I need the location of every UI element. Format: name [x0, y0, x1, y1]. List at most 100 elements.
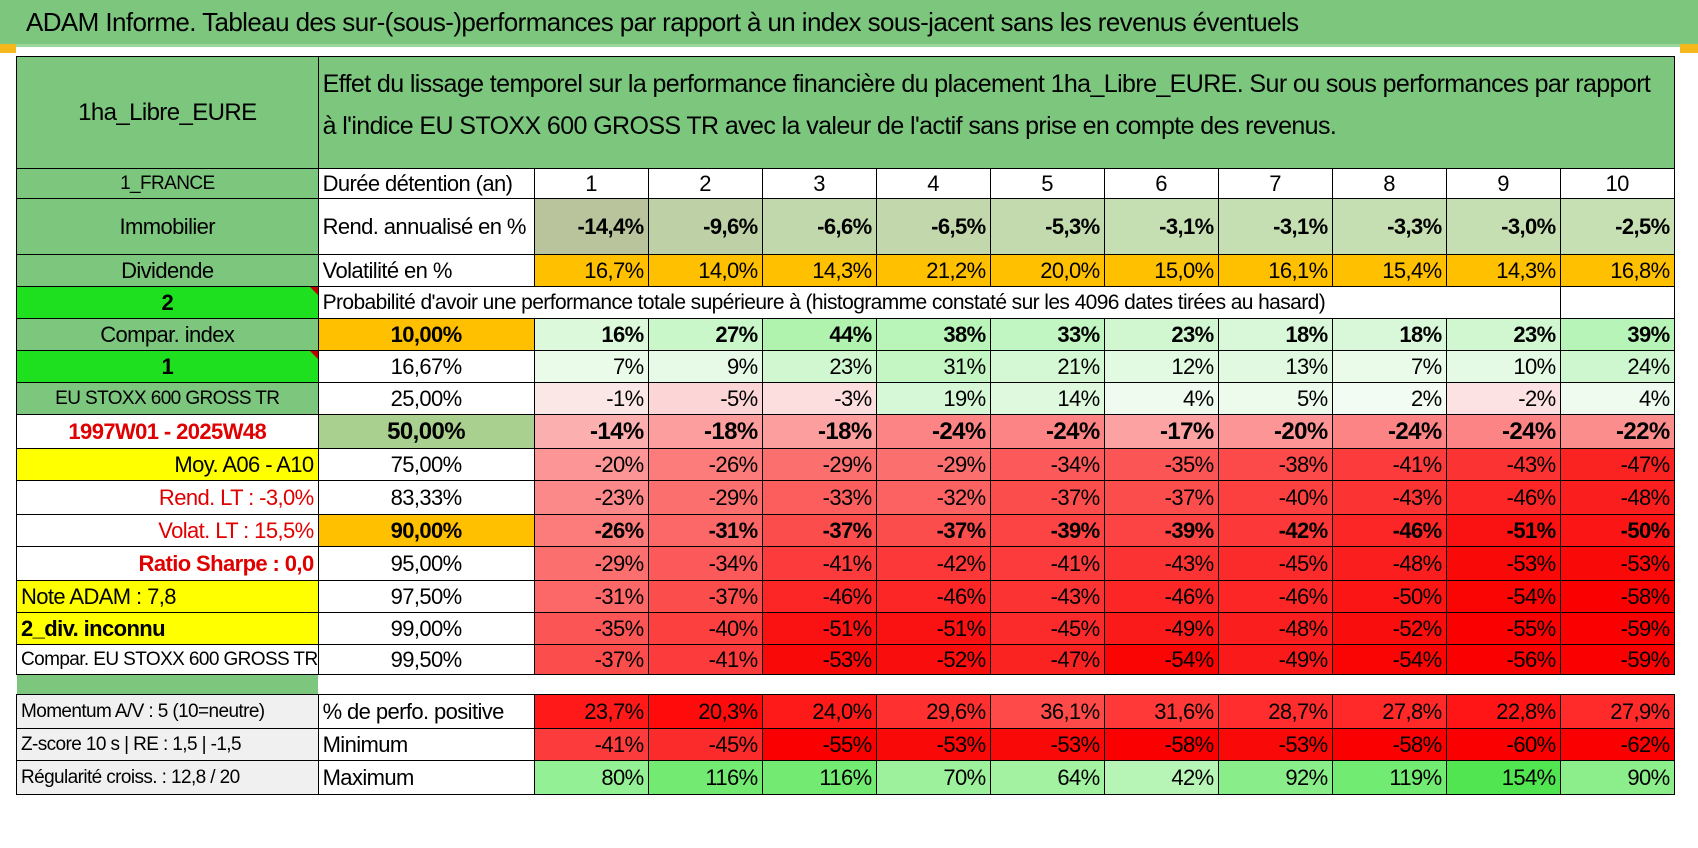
year-header-cell: 3 [761, 168, 877, 199]
rend-value-cell: -3,3% [1331, 198, 1447, 255]
probability-header-cell: Probabilité d'avoir une performance tota… [317, 286, 1447, 319]
volatility-value-cell: 16,7% [533, 254, 649, 287]
probability-value-cell: -55% [1445, 612, 1561, 645]
rend-value-cell: -3,1% [1103, 198, 1219, 255]
threshold-cell: 16,67% [317, 350, 535, 383]
probability-value-cell: -26% [647, 448, 763, 481]
max-value-cell: 154% [1445, 760, 1561, 795]
pos-value-cell: 24,0% [761, 694, 877, 729]
probability-value-cell: -53% [1559, 546, 1675, 581]
probability-value-cell: -40% [1217, 480, 1333, 515]
probability-value-cell: 7% [533, 350, 649, 383]
year-header-cell: 9 [1445, 168, 1561, 199]
selector-2-cell[interactable]: 2 [16, 286, 319, 319]
spacer-row [16, 674, 1675, 695]
threshold-cell: 10,00% [317, 318, 535, 351]
probability-row: Rend. LT : -3,0% 83,33% -23% -29% -33% -32% -3… [16, 480, 1675, 515]
probability-value-cell: -38% [1217, 448, 1333, 481]
probability-value-cell: 44% [761, 318, 877, 351]
probability-value-cell: -40% [647, 612, 763, 645]
probability-value-cell: -51% [761, 612, 877, 645]
momentum-cell: Momentum A/V : 5 (10=neutre) [16, 694, 319, 729]
min-value-cell: -58% [1331, 728, 1447, 761]
min-value-cell: -55% [761, 728, 877, 761]
probability-value-cell: 24% [1559, 350, 1675, 383]
probability-value-cell: -18% [647, 414, 763, 449]
probability-value-cell: -54% [1445, 580, 1561, 613]
min-value-cell: -53% [1217, 728, 1333, 761]
probability-value-cell: -1% [533, 382, 649, 415]
probability-value-cell: -37% [533, 644, 649, 675]
probability-value-cell: -49% [1217, 644, 1333, 675]
probability-value-cell: 13% [1217, 350, 1333, 383]
probability-value-cell: -24% [1331, 414, 1447, 449]
probability-value-cell: -45% [989, 612, 1105, 645]
probability-value-cell: -29% [533, 546, 649, 581]
probability-row: Moy. A06 - A10 75,00% -20% -26% -29% -29% -34%… [16, 448, 1675, 481]
probability-value-cell: -37% [875, 514, 991, 547]
max-value-cell: 64% [989, 760, 1105, 795]
max-value-cell: 90% [1559, 760, 1675, 795]
probability-value-cell: -59% [1559, 612, 1675, 645]
pos-value-cell: 27,9% [1559, 694, 1675, 729]
probability-value-cell: -24% [1445, 414, 1561, 449]
probability-row: Compar. EU STOXX 600 GROSS TR 99,50% -37% -… [16, 644, 1675, 675]
probability-value-cell: -54% [1103, 644, 1219, 675]
threshold-cell: 97,50% [317, 580, 535, 613]
volat-lt-cell: Volat. LT : 15,5% [16, 514, 319, 547]
probability-value-cell: 2% [1331, 382, 1447, 415]
probability-value-cell: -47% [1559, 448, 1675, 481]
report-title: ADAM Informe. Tableau des sur-(sous-)per… [0, 0, 1698, 44]
rend-lt-cell: Rend. LT : -3,0% [16, 480, 319, 515]
pos-value-cell: 31,6% [1103, 694, 1219, 729]
probability-value-cell: 4% [1559, 382, 1675, 415]
probability-value-cell: 31% [875, 350, 991, 383]
rend-value-cell: -5,3% [989, 198, 1105, 255]
positive-label-cell: % de perfo. positive [317, 694, 535, 729]
probability-value-cell: -46% [1103, 580, 1219, 613]
probability-value-cell: 7% [1331, 350, 1447, 383]
probability-value-cell: -22% [1559, 414, 1675, 449]
probability-value-cell: -56% [1445, 644, 1561, 675]
probability-value-cell: -46% [1445, 480, 1561, 515]
max-value-cell: 42% [1103, 760, 1219, 795]
probability-value-cell: -24% [989, 414, 1105, 449]
probability-value-cell: 33% [989, 318, 1105, 351]
probability-row: 1 16,67% 7% 9% 23% 31% 21% 12% 13% 7% 10% 24% [16, 350, 1675, 383]
probability-value-cell: -52% [1331, 612, 1447, 645]
pos-value-cell: 23,7% [533, 694, 649, 729]
probability-value-cell: -43% [1445, 448, 1561, 481]
div-inconnu-cell: 2_div. inconnu [16, 612, 319, 645]
threshold-cell: 90,00% [317, 514, 535, 547]
probability-value-cell: -29% [875, 448, 991, 481]
country-cell: 1_FRANCE [16, 168, 319, 199]
volatility-value-cell: 14,3% [761, 254, 877, 287]
min-value-cell: -62% [1559, 728, 1675, 761]
min-value-cell: -58% [1103, 728, 1219, 761]
selector-1-cell[interactable]: 1 [16, 350, 319, 383]
statistics-row: Z-score 10 s | RE : 1,5 | -1,5 Minimum -41… [16, 728, 1675, 761]
probability-value-cell: -35% [1103, 448, 1219, 481]
max-value-cell: 70% [875, 760, 991, 795]
dividend-cell: Dividende [16, 254, 319, 287]
probability-value-cell: -35% [533, 612, 649, 645]
probability-value-cell: -41% [761, 546, 877, 581]
probability-value-cell: 12% [1103, 350, 1219, 383]
min-value-cell: -53% [989, 728, 1105, 761]
threshold-cell: 99,00% [317, 612, 535, 645]
probability-row: Volat. LT : 15,5% 90,00% -26% -31% -37% -37% -… [16, 514, 1675, 547]
right-edge-marker [1680, 44, 1698, 53]
compar-full-cell: Compar. EU STOXX 600 GROSS TR [16, 644, 319, 675]
description-cell: Effet du lissage temporel sur la perform… [317, 56, 1675, 169]
probability-value-cell: -41% [1331, 448, 1447, 481]
threshold-cell: 50,00% [317, 414, 535, 449]
rend-value-cell: -9,6% [647, 198, 763, 255]
probability-value-cell: -26% [533, 514, 649, 547]
probability-row: 1997W01 - 2025W48 50,00% -14% -18% -18% -24% -… [16, 414, 1675, 449]
zscore-cell: Z-score 10 s | RE : 1,5 | -1,5 [16, 728, 319, 761]
probability-value-cell: -18% [761, 414, 877, 449]
probability-value-cell: -14% [533, 414, 649, 449]
description-row: 1ha_Libre_EURE Effet du lissage temporel… [16, 56, 1675, 169]
performance-table: 1ha_Libre_EURE Effet du lissage temporel… [16, 56, 1675, 795]
rend-value-cell: -6,6% [761, 198, 877, 255]
